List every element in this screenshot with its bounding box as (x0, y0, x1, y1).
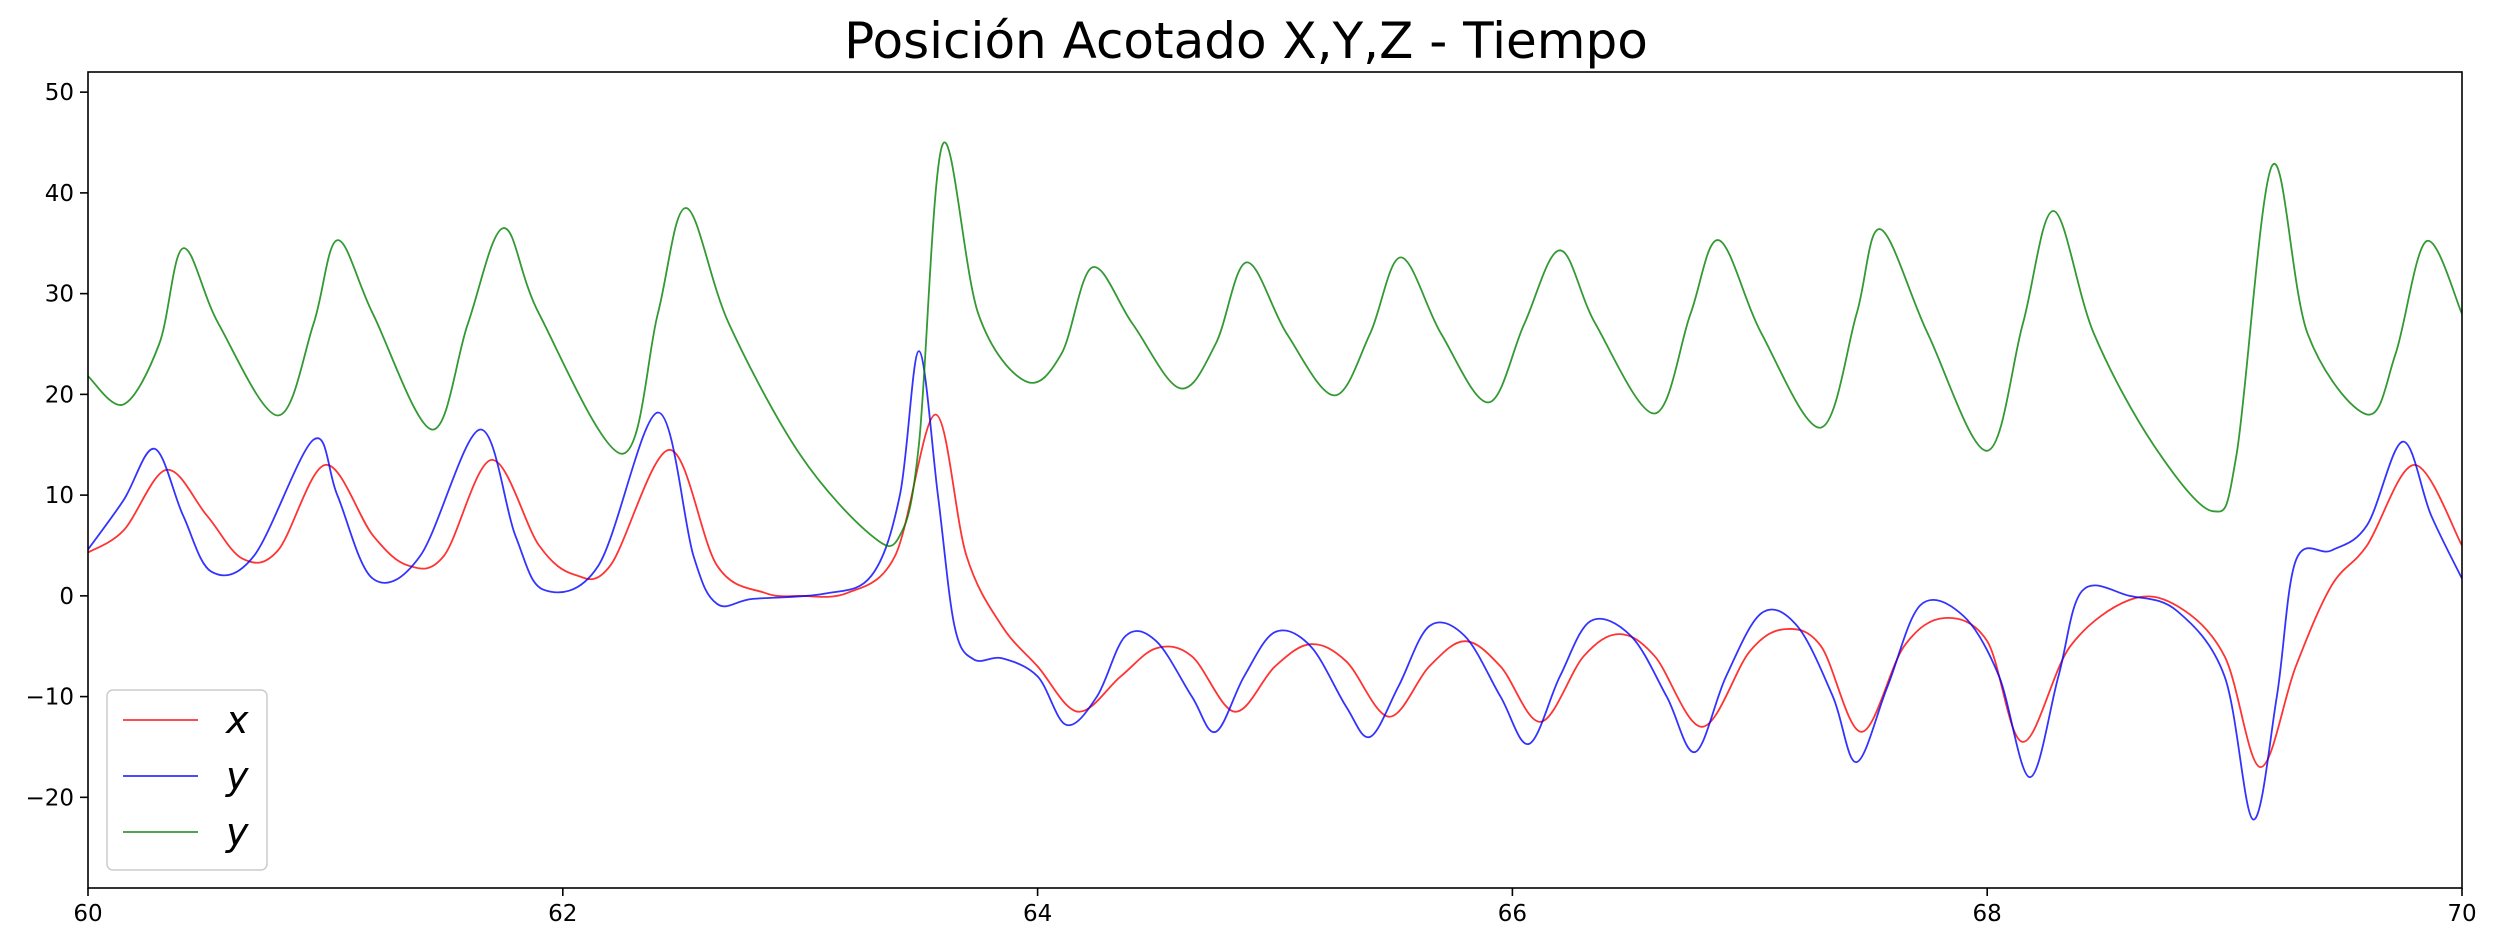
series-line-2 (88, 350, 2462, 821)
y-tick-label: 50 (45, 80, 74, 106)
x-tick-label: 66 (1498, 901, 1527, 927)
y-tick-label: −10 (25, 685, 74, 711)
series-line-1 (88, 413, 2462, 768)
y-tick-label: 0 (59, 584, 74, 610)
chart-title: Posición Acotado X,Y,Z - Tiempo (844, 12, 1648, 70)
legend-box (106, 689, 268, 871)
y-tick-label: 10 (45, 483, 74, 509)
y-tick-label: −20 (25, 785, 74, 811)
plot-frame (87, 71, 2463, 889)
y-tick-label: 20 (45, 382, 74, 408)
legend-label-3: y (225, 810, 249, 854)
axis-layer: 60 62 64 66 68 70 −20 −10 0 10 20 30 40 50 (25, 80, 2476, 927)
series-line-3 (88, 141, 2462, 547)
x-tick-label: 60 (73, 901, 102, 927)
x-tick-label: 70 (2447, 901, 2476, 927)
legend: xyy (106, 689, 268, 871)
y-tick-label: 30 (45, 282, 74, 308)
x-tick-label: 68 (1973, 901, 2002, 927)
legend-label-1: x (225, 698, 249, 742)
legend-label-2: y (225, 754, 249, 798)
series-layer (88, 141, 2462, 821)
x-tick-label: 62 (548, 901, 577, 927)
x-tick-label: 64 (1023, 901, 1052, 927)
y-tick-label: 40 (45, 181, 74, 207)
